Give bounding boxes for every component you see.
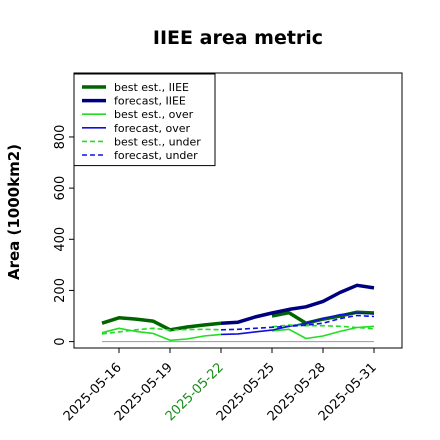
y-tick-label: 800 bbox=[53, 125, 68, 150]
legend-box bbox=[73, 73, 216, 167]
legend-entry: forecast, IIEE bbox=[114, 95, 186, 108]
series-line bbox=[101, 324, 375, 335]
plot-frame bbox=[73, 72, 403, 349]
chart-title: IIEE area metric bbox=[153, 27, 323, 49]
y-tick-label: 400 bbox=[53, 227, 68, 252]
y-tick-label: 200 bbox=[53, 278, 68, 303]
series-line bbox=[101, 325, 375, 342]
series-line bbox=[220, 314, 375, 331]
series-line bbox=[220, 283, 375, 325]
y-axis-label: Area (1000km2) bbox=[5, 144, 23, 280]
legend-entry: best est., IIEE bbox=[114, 81, 189, 94]
legend-entry: forecast, under bbox=[114, 149, 198, 162]
legend-entry: best est., under bbox=[114, 135, 201, 148]
y-tick-label: 0 bbox=[53, 337, 68, 345]
legend-entry: best est., over bbox=[114, 108, 194, 121]
legend-entry: forecast, over bbox=[114, 122, 190, 135]
y-tick-label: 600 bbox=[53, 176, 68, 201]
